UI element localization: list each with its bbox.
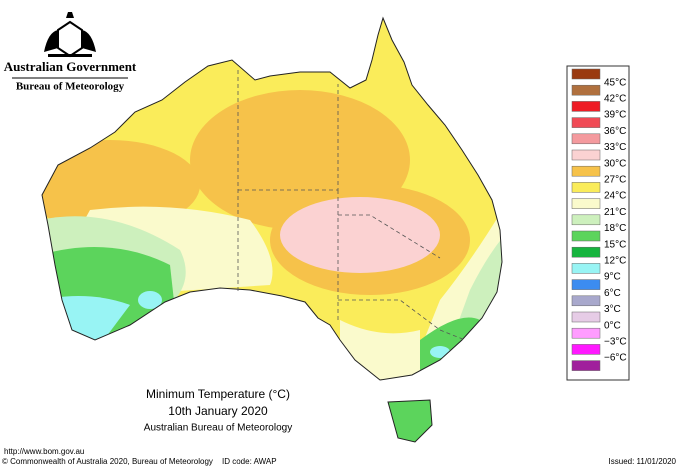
legend-swatch [571, 360, 601, 371]
legend-label: 45°C [604, 77, 626, 88]
legend: 45°C 42°C 39°C 36°C 33°C 30°C 27°C 24°C 21°C 18°C… [571, 68, 627, 371]
map-source: Australian Bureau of Meteorology [144, 423, 292, 434]
legend-swatch [571, 246, 601, 258]
legend-label: −6°C [604, 353, 627, 364]
legend-swatch [571, 263, 601, 274]
coat-of-arms [44, 12, 96, 58]
government-name: Australian Government [4, 59, 137, 74]
legend-swatch [571, 133, 601, 145]
legend-label: 18°C [604, 223, 626, 234]
legend-swatch [571, 84, 601, 96]
legend-swatch [571, 182, 601, 193]
legend-swatch [571, 295, 601, 307]
map-title: Minimum Temperature (°C) [146, 387, 290, 401]
footer-copyright: © Commonwealth of Australia 2020, Bureau… [2, 457, 213, 466]
footer-url: http://www.bom.gov.au [4, 447, 84, 456]
legend-label: 27°C [604, 175, 626, 186]
tasmania [387, 399, 433, 443]
legend-label: 9°C [604, 272, 621, 283]
legend-swatch [571, 165, 601, 177]
legend-swatch [571, 101, 601, 112]
legend-swatch [571, 311, 601, 323]
footer-id-code: ID code: AWAP [222, 457, 277, 466]
legend-swatch [571, 117, 601, 128]
legend-label: 15°C [604, 239, 626, 250]
legend-label: 33°C [604, 142, 626, 153]
legend-label: 39°C [604, 110, 626, 121]
legend-label: 6°C [604, 288, 621, 299]
legend-label: 12°C [604, 256, 626, 267]
legend-label: 42°C [604, 94, 626, 105]
legend-swatch [571, 198, 601, 209]
legend-swatch [571, 68, 601, 80]
legend-label: 24°C [604, 191, 626, 202]
legend-label: 21°C [604, 207, 626, 218]
legend-label: 36°C [604, 126, 626, 137]
legend-label: −3°C [604, 337, 627, 348]
legend-label: 0°C [604, 320, 621, 331]
legend-swatch [571, 149, 601, 161]
legend-label: 3°C [604, 304, 621, 315]
legend-swatch [571, 214, 601, 226]
agency-name: Bureau of Meteorology [16, 81, 125, 93]
coastline [41, 16, 503, 381]
legend-swatch [571, 327, 601, 339]
legend-swatch [571, 344, 601, 355]
legend-swatch [571, 230, 601, 242]
legend-swatch [571, 279, 601, 290]
state-borders [237, 70, 466, 341]
map-date: 10th January 2020 [168, 404, 268, 418]
footer-issued: Issued: 11/01/2020 [609, 457, 677, 466]
legend-label: 30°C [604, 158, 626, 169]
